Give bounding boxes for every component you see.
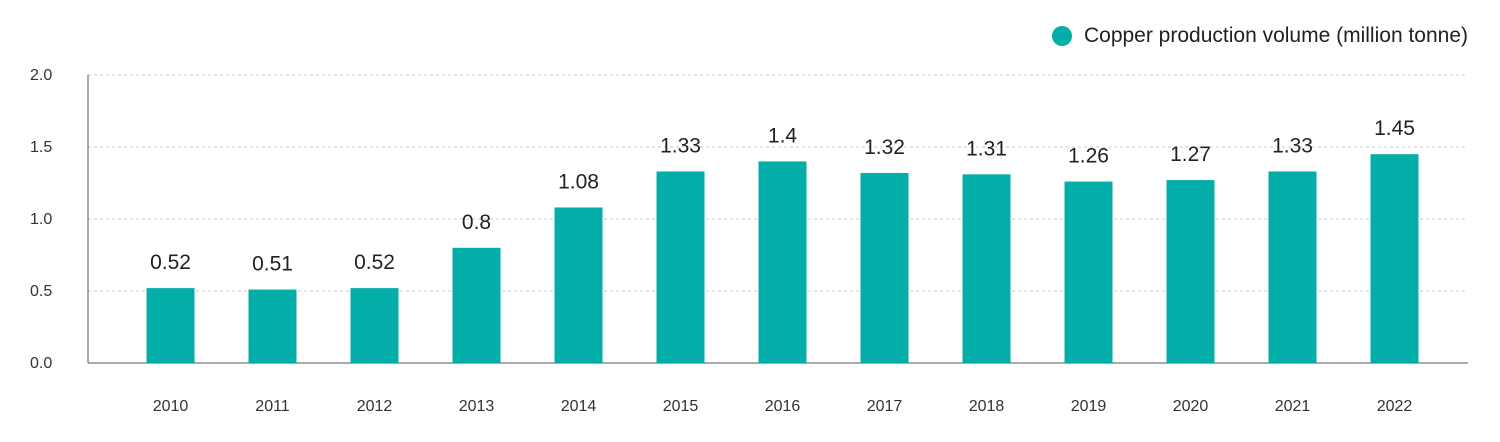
- bar-2016: [758, 161, 807, 363]
- legend-swatch: [1051, 26, 1072, 46]
- x-tick-label-2018: 2018: [969, 398, 1005, 415]
- bar-2012: [350, 288, 399, 363]
- data-label-2014: 1.08: [558, 170, 599, 193]
- legend-label: Copper production volume (million tonne): [1083, 24, 1468, 47]
- bar-2021: [1268, 171, 1317, 363]
- bar-2010: [146, 288, 195, 363]
- data-label-2020: 1.27: [1170, 143, 1211, 166]
- y-tick-label: 2.0: [30, 67, 52, 84]
- y-tick-label: 1.5: [30, 139, 52, 156]
- x-tick-label-2019: 2019: [1071, 398, 1107, 415]
- bar-2011: [248, 289, 297, 363]
- y-tick-label: 0.5: [30, 283, 52, 300]
- bar-2017: [860, 172, 909, 363]
- x-tick-label-2012: 2012: [357, 398, 393, 415]
- bar-2013: [452, 247, 501, 363]
- bar-2015: [656, 171, 705, 363]
- y-tick-label: 1.0: [30, 211, 52, 228]
- x-tick-label-2016: 2016: [765, 398, 801, 415]
- bar-2018: [962, 174, 1011, 363]
- legend: Copper production volume (million tonne): [1051, 24, 1468, 48]
- data-label-2022: 1.45: [1374, 117, 1415, 140]
- x-tick-label-2022: 2022: [1377, 398, 1413, 415]
- x-tick-label-2011: 2011: [255, 398, 290, 415]
- data-label-2017: 1.32: [864, 136, 905, 159]
- x-tick-label-2014: 2014: [561, 398, 597, 415]
- bars: [146, 154, 1419, 363]
- x-tick-label-2010: 2010: [153, 398, 189, 415]
- bar-2022: [1370, 154, 1419, 363]
- bar-2020: [1166, 180, 1215, 363]
- data-label-2016: 1.4: [768, 124, 798, 147]
- x-tick-label-2013: 2013: [459, 398, 495, 415]
- tick-labels: 0.0 0.5 1.0 1.5 2.0 2010 2011 2012 2013 2014 2015 2…: [30, 67, 1412, 415]
- x-tick-label-2020: 2020: [1173, 398, 1209, 415]
- x-tick-label-2021: 2021: [1275, 398, 1311, 415]
- x-tick-label-2017: 2017: [867, 398, 903, 415]
- data-label-2010: 0.52: [150, 251, 191, 274]
- data-label-2019: 1.26: [1068, 145, 1109, 168]
- data-label-2018: 1.31: [966, 137, 1007, 160]
- data-label-2013: 0.8: [462, 211, 491, 234]
- data-label-2021: 1.33: [1272, 134, 1313, 157]
- y-tick-label: 0.0: [30, 355, 52, 372]
- data-label-2012: 0.52: [354, 251, 395, 274]
- data-label-2011: 0.51: [252, 253, 293, 276]
- bar-2019: [1064, 181, 1113, 363]
- bar-2014: [554, 207, 603, 363]
- data-label-2015: 1.33: [660, 134, 701, 157]
- x-tick-label-2015: 2015: [663, 398, 699, 415]
- data-labels: 0.52 0.51 0.52 0.8 1.08 1.33 1.4 1.32 1.31 1.26 1.…: [150, 117, 1415, 275]
